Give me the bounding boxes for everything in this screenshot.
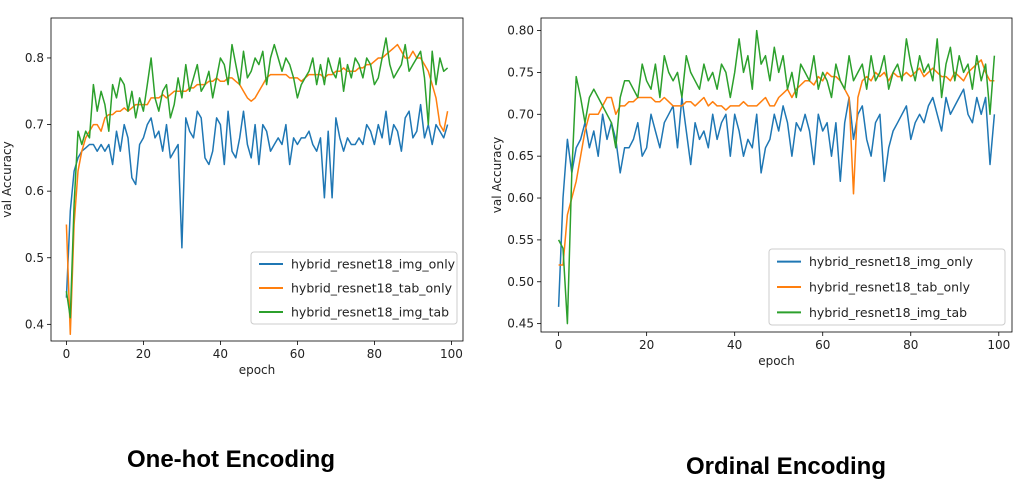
legend-box xyxy=(250,251,458,325)
x-axis-label: epoch xyxy=(758,354,795,368)
series-line-hybrid-resnet18-tab-only xyxy=(558,59,995,266)
x-axis-label: epoch xyxy=(239,363,276,377)
y-tick-label: 0.70 xyxy=(507,107,534,121)
x-tick-label: 100 xyxy=(440,347,463,361)
y-tick-label: 0.75 xyxy=(507,65,534,79)
legend-entry-label: hybrid_resnet18_img_only xyxy=(809,254,974,269)
y-tick-label: 0.65 xyxy=(507,149,534,163)
y-tick-label: 0.6 xyxy=(25,184,44,198)
caption-one-hot: One-hot Encoding xyxy=(127,446,335,473)
y-axis-label: val Accuracy xyxy=(490,137,504,213)
legend-box xyxy=(768,248,1006,326)
legend-entry-label: hybrid_resnet18_img_tab xyxy=(809,305,967,320)
series-line-hybrid-resnet18-img-tab xyxy=(557,29,996,325)
caption-ordinal: Ordinal Encoding xyxy=(686,453,887,480)
y-tick-label: 0.8 xyxy=(25,51,44,65)
x-tick-label: 100 xyxy=(987,338,1010,352)
chart-ordinal: 0 20 40 60 80 100 0.45 0.50 0.55 0.60 0.65 0.70 0.75… xyxy=(490,17,1013,368)
series-line-hybrid-resnet18-tab-only xyxy=(65,43,449,336)
y-tick-label: 0.7 xyxy=(25,118,44,132)
chart-one-hot: 0 20 40 60 80 100 0.4 0.5 0.6 0.7 0.8 epoch val Accu… xyxy=(0,17,464,377)
x-tick-label: 60 xyxy=(815,338,830,352)
series-line-hybrid-resnet18-img-only xyxy=(65,103,449,298)
legend-entry-label: hybrid_resnet18_tab_only xyxy=(809,280,971,295)
legend-entry-label: hybrid_resnet18_img_only xyxy=(291,257,456,272)
y-axis-label: val Accuracy xyxy=(0,141,14,217)
y-tick-label: 0.60 xyxy=(507,191,534,205)
y-tick-label: 0.4 xyxy=(25,317,44,331)
x-tick-label: 20 xyxy=(639,338,654,352)
y-tick-label: 0.55 xyxy=(507,233,534,247)
legend-entry-label: hybrid_resnet18_img_tab xyxy=(291,305,449,320)
legend: hybrid_resnet18_img_only hybrid_resnet18_… xyxy=(768,248,1006,326)
y-tick-label: 0.50 xyxy=(507,275,534,289)
x-tick-label: 0 xyxy=(555,338,563,352)
plot-frame xyxy=(540,17,1013,333)
x-tick-label: 20 xyxy=(136,347,151,361)
legend-entry-label: hybrid_resnet18_tab_only xyxy=(291,281,453,296)
series-line-hybrid-resnet18-img-only xyxy=(557,88,996,307)
series-line-hybrid-resnet18-img-tab xyxy=(65,37,449,319)
x-tick-label: 40 xyxy=(213,347,228,361)
x-tick-label: 80 xyxy=(903,338,918,352)
y-tick-label: 0.45 xyxy=(507,317,534,331)
x-tick-label: 40 xyxy=(727,338,742,352)
legend: hybrid_resnet18_img_only hybrid_resnet18_… xyxy=(250,251,458,325)
y-tick-label: 0.5 xyxy=(25,251,44,265)
x-tick-label: 60 xyxy=(290,347,305,361)
x-tick-label: 0 xyxy=(63,347,71,361)
y-tick-label: 0.80 xyxy=(507,24,534,38)
x-tick-label: 80 xyxy=(367,347,382,361)
plot-frame xyxy=(50,17,464,342)
